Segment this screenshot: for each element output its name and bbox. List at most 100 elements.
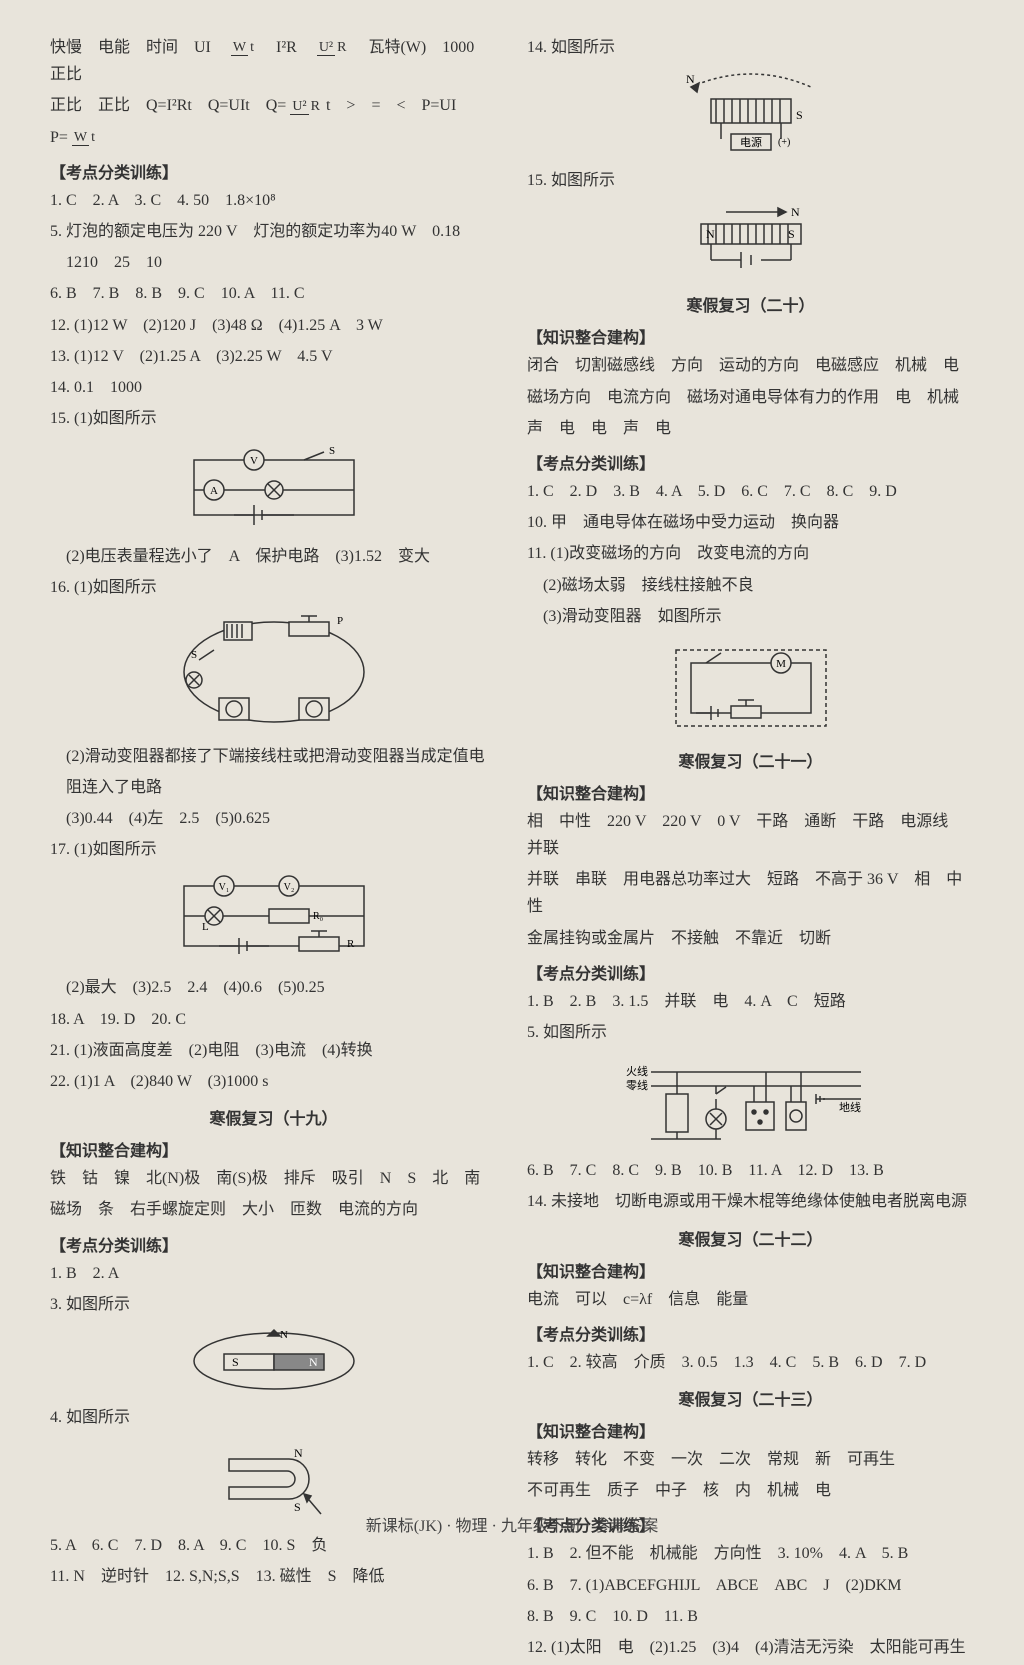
answer-line: 铁 钴 镍 北(N)极 南(S)极 排斥 吸引 N S 北 南 [50,1165,497,1192]
compass-label: N [280,1329,288,1341]
answer-line: 金属挂钩或金属片 不接触 不靠近 切断 [527,925,974,952]
page-columns: 快慢 电能 时间 UI Wt I²R U²R 瓦特(W) 1000 正比 正比 … [50,30,974,1665]
circuit-svg: 火线 零线 地线 [621,1054,881,1149]
neutral-wire-label: 零线 [626,1078,648,1092]
answer-line: (3)滑动变阻器 如图所示 [527,603,974,630]
answer-line: 1. C 2. D 3. B 4. A 5. D 6. C 7. C 8. C … [527,478,974,505]
section-heading: 【知识整合建构】 [527,1258,974,1282]
answer-line: 4. 如图所示 [50,1404,497,1431]
section-heading: 【知识整合建构】 [527,1418,974,1442]
circuit-svg: V₁ V₂ L R₀ R [169,871,379,966]
answer-line: 3. 如图所示 [50,1291,497,1318]
text: 快慢 电能 时间 UI [50,39,227,56]
answer-line: 18. A 19. D 20. C [50,1006,497,1033]
answer-line: 12. (1)太阳 电 (2)1.25 (3)4 (4)清洁无污染 太阳能可再生 [527,1634,974,1661]
answer-line: 并联 串联 用电器总功率过大 短路 不高于 36 V 相 中性 [527,866,974,920]
answer-line: 磁场 条 右手螺旋定则 大小 匝数 电流的方向 [50,1196,497,1223]
answer-line: 21. (1)液面高度差 (2)电阻 (3)电流 (4)转换 [50,1037,497,1064]
fraction: Wt [231,41,256,55]
answer-line: 磁场方向 电流方向 磁场对通电导体有力的作用 电 机械 [527,384,974,411]
bulb-label: L [202,921,209,933]
answer-line: 6. B 7. C 8. C 9. B 10. B 11. A 12. D 13… [527,1157,974,1184]
answer-line: 相 中性 220 V 220 V 0 V 干路 通断 干路 电源线 并联 [527,808,974,862]
answer-line: 5. A 6. C 7. D 8. A 9. C 10. S 负 [50,1532,497,1559]
household-circuit-figure: 火线 零线 地线 [527,1054,974,1149]
pole-label: N [686,72,695,86]
circuit-svg: P S [169,610,379,735]
section-heading: 【考点分类训练】 [527,1321,974,1345]
fraction: Wt [72,131,97,145]
answer-line: 1. C 2. A 3. C 4. 50 1.8×10⁸ [50,187,497,214]
meter-label: V [250,455,258,467]
section-heading: 【知识整合建构】 [50,1137,497,1161]
solenoid-figure-14: N S (+) 电源 [527,69,974,159]
ground-wire-label: 地线 [839,1100,861,1114]
section-heading: 【考点分类训练】 [50,159,497,183]
text: P= [50,129,68,146]
answer-line: (3)0.44 (4)左 2.5 (5)0.625 [50,805,497,832]
section-heading: 【知识整合建构】 [527,324,974,348]
motor-circuit-figure: M [527,638,974,738]
answer-line: 电流 可以 c=λf 信息 能量 [527,1286,974,1313]
answer-line: 阻连入了电路 [50,774,497,801]
section-heading: 【考点分类训练】 [527,450,974,474]
answer-line: 1. B 2. 但不能 机械能 方向性 3. 10% 4. A 5. B [527,1540,974,1567]
answer-line: (2)滑动变阻器都接了下端接线柱或把滑动变阻器当成定值电 [50,743,497,770]
answer-line: 转移 转化 不变 一次 二次 常规 新 可再生 [527,1446,974,1473]
meter-label: A [210,485,218,497]
answer-line: 14. 0.1 1000 [50,374,497,401]
left-column: 快慢 电能 时间 UI Wt I²R U²R 瓦特(W) 1000 正比 正比 … [50,30,497,1665]
pole-label: S [232,1355,239,1369]
motor-label: M [776,658,786,670]
answer-line: 闭合 切割磁感线 方向 运动的方向 电磁感应 机械 电 [527,352,974,379]
pole-label: N [309,1355,318,1369]
rheostat-label: P [337,615,343,627]
section-heading: 【考点分类训练】 [50,1232,497,1256]
section-title-22: 寒假复习（二十二） [527,1226,974,1250]
source-label: 电源 [740,135,762,149]
page-footer: 新课标(JK) · 物理 · 九年级下册 · 参考答案 [0,1512,1024,1536]
fraction: U²R [317,41,349,55]
answer-line: 10. 甲 通电导体在磁场中受力运动 换向器 [527,509,974,536]
answer-line: 15. (1)如图所示 [50,405,497,432]
fraction: U²R [290,100,322,114]
intro-line-2: 正比 正比 Q=I²Rt Q=UIt Q= U²R t > = < P=UI [50,92,497,119]
pole-label: S [788,227,795,241]
text: 正比 正比 Q=I²Rt Q=UIt Q= [50,97,286,114]
text: I²R [260,39,313,56]
section-title-19: 寒假复习（十九） [50,1105,497,1129]
solenoid-svg: N N S [666,202,836,282]
answer-line: 不可再生 质子 中子 核 内 机械 电 [527,1477,974,1504]
answer-line: 声 电 电 声 电 [527,415,974,442]
switch-label: S [329,445,335,457]
pole-label: N [294,1446,303,1460]
pole-label: N [706,227,715,241]
rheostat-label: R [347,938,355,950]
section-title-20: 寒假复习（二十） [527,292,974,316]
answer-line: 14. 如图所示 [527,34,974,61]
circuit-svg: V A S [174,440,374,535]
section-title-23: 寒假复习（二十三） [527,1386,974,1410]
section-heading: 【知识整合建构】 [527,780,974,804]
answer-line: 17. (1)如图所示 [50,836,497,863]
answer-line: (2)最大 (3)2.5 2.4 (4)0.6 (5)0.25 [50,974,497,1001]
answer-line: 11. (1)改变磁场的方向 改变电流的方向 [527,540,974,567]
answer-line: 12. (1)12 W (2)120 J (3)48 Ω (4)1.25 A 3… [50,312,497,339]
meter-label: V₁ [218,882,229,893]
answer-line: 1210 25 10 [50,249,497,276]
circuit-svg: M [656,638,846,738]
answer-line: 6. B 7. (1)ABCEFGHIJL ABCE ABC J (2)DKM [527,1572,974,1599]
answer-line: 13. (1)12 V (2)1.25 A (3)2.25 W 4.5 V [50,343,497,370]
solenoid-figure-15: N N S [527,202,974,282]
answer-line: (2)磁场太弱 接线柱接触不良 [527,572,974,599]
polarity-label: (+) [778,137,790,148]
magnet-svg: S N N [184,1326,364,1396]
live-wire-label: 火线 [626,1064,648,1078]
answer-line: 15. 如图所示 [527,167,974,194]
magnet-figure-3: S N N [50,1326,497,1396]
text: t > = < P=UI [326,97,456,114]
resistor-label: R₀ [313,911,324,922]
circuit-figure-15: V A S [50,440,497,535]
pole-label: N [791,205,800,219]
section-heading: 【考点分类训练】 [527,960,974,984]
